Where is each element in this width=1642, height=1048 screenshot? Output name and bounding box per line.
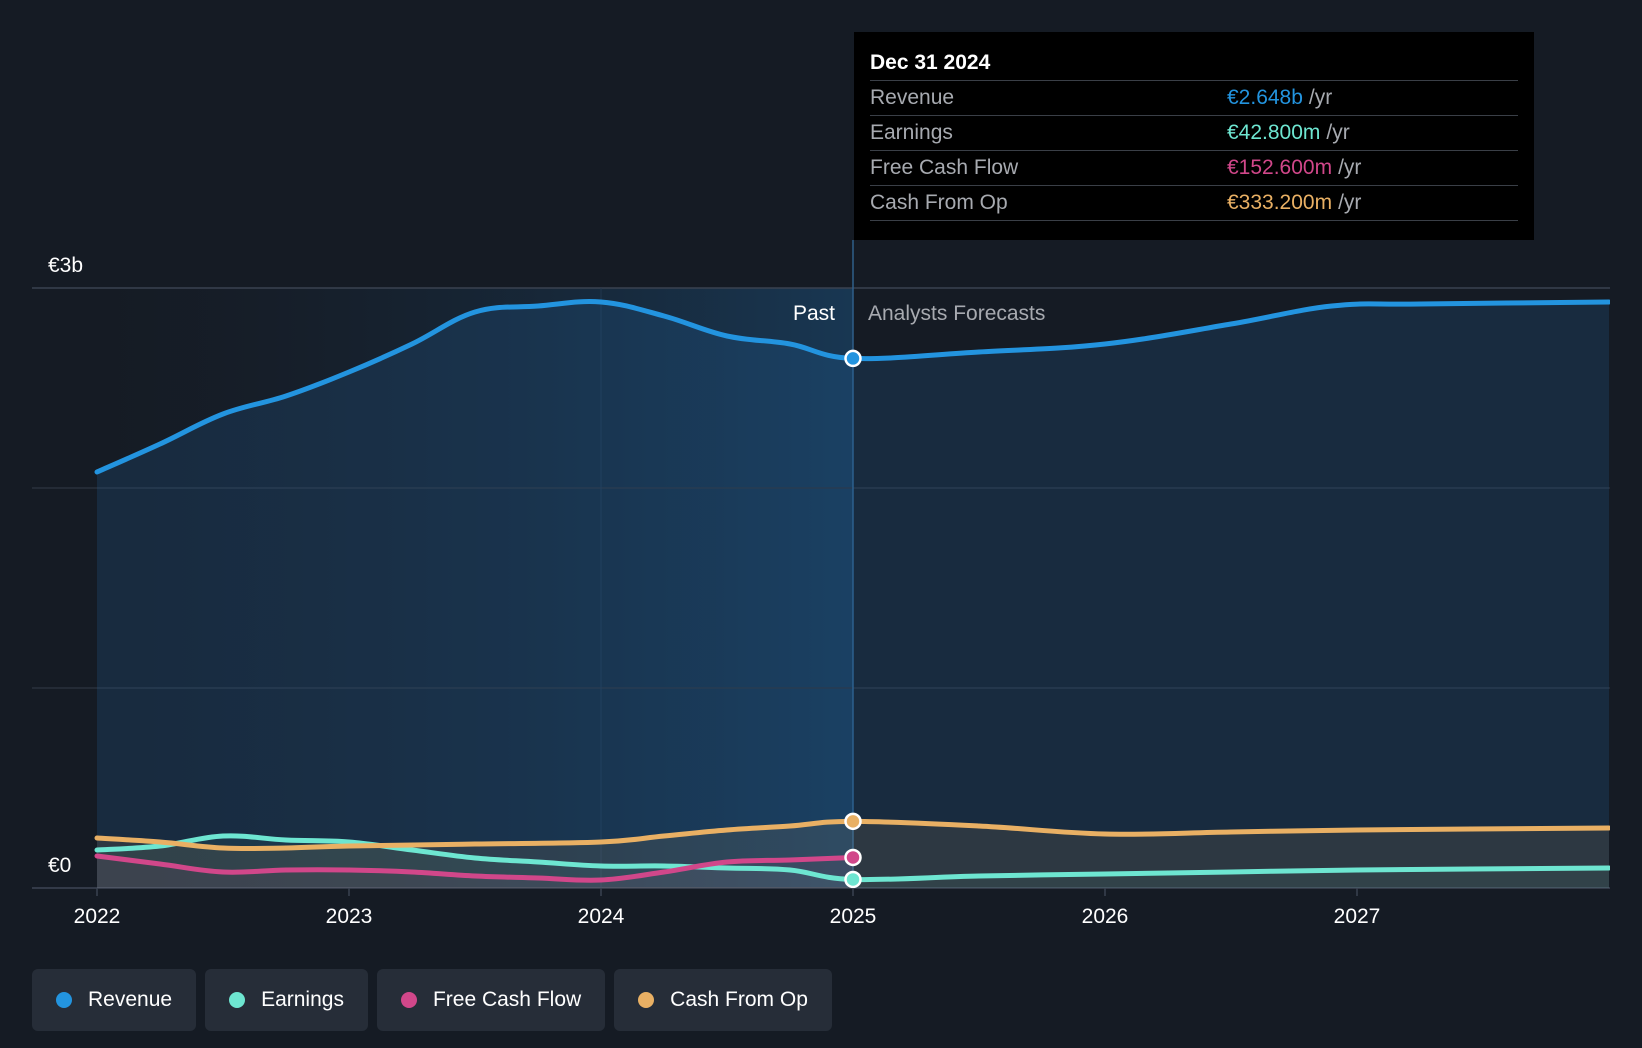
legend-item-free-cash-flow[interactable]: Free Cash Flow [376, 969, 606, 1031]
marker-cash-from-op[interactable] [844, 812, 862, 831]
tooltip-row-free-cash-flow: Free Cash Flow €152.600m /yr [870, 150, 1518, 185]
line-revenue [94, 299, 1610, 475]
area-revenue [97, 301, 1609, 889]
line-earnings [94, 833, 1610, 883]
tooltip-row-cash-from-op: Cash From Op €333.200m /yr [870, 185, 1518, 221]
tooltip-unit: /yr [1326, 121, 1350, 144]
y-label-top: €3b [48, 254, 83, 277]
legend-label: Free Cash Flow [432, 988, 582, 1011]
tooltip: Dec 31 2024 Revenue €2.648b /yr Earnings… [854, 32, 1534, 240]
x-tick-label: 2025 [830, 905, 877, 928]
past-label: Past [793, 302, 835, 325]
tooltip-unit: /yr [1308, 86, 1333, 109]
tooltip-row-revenue: Revenue €2.648b /yr [870, 80, 1518, 115]
tooltip-label: Free Cash Flow [870, 156, 1019, 179]
marker-free-cash-flow[interactable] [844, 848, 862, 867]
legend-dot-icon [229, 992, 246, 1008]
tooltip-label: Earnings [870, 121, 953, 144]
legend: Revenue Earnings Free Cash Flow Cash Fro… [32, 969, 832, 1031]
line-cash-from-op [94, 818, 1610, 852]
legend-item-earnings[interactable]: Earnings [205, 969, 368, 1031]
legend-label: Cash From Op [670, 988, 808, 1011]
legend-item-cash-from-op[interactable]: Cash From Op [614, 969, 832, 1031]
legend-label: Earnings [261, 988, 344, 1011]
chart-area: €3b €0 Past Analysts Forecasts 2022 2023 2… [32, 240, 1610, 928]
legend-dot-icon [56, 992, 72, 1008]
x-tick-label: 2023 [326, 905, 373, 928]
x-tick-label: 2026 [1082, 905, 1129, 928]
x-tick-label: 2027 [1334, 905, 1381, 928]
area-free-cash-flow [97, 856, 853, 888]
tooltip-value: €2.648b [1227, 86, 1303, 109]
tooltip-value: €152.600m [1227, 156, 1333, 179]
tooltip-row-earnings: Earnings €42.800m /yr [870, 115, 1518, 150]
forecast-label: Analysts Forecasts [868, 302, 1045, 325]
marker-earnings[interactable] [844, 870, 862, 889]
x-tick-label: 2024 [578, 905, 625, 928]
legend-label: Revenue [88, 988, 173, 1011]
y-label-bottom: €0 [48, 854, 71, 877]
tooltip-unit: /yr [1338, 156, 1362, 179]
marker-revenue[interactable] [844, 349, 862, 368]
tooltip-value: €333.200m [1227, 191, 1333, 214]
legend-dot-icon [400, 992, 417, 1008]
tooltip-label: Cash From Op [870, 191, 1008, 214]
tooltip-date: Dec 31 2024 [870, 51, 991, 74]
tooltip-unit: /yr [1338, 191, 1362, 214]
past-region-highlight [97, 288, 853, 888]
tooltip-label: Revenue [870, 86, 955, 109]
line-free-cash-flow [94, 853, 856, 883]
x-tick-label: 2022 [74, 905, 121, 928]
legend-item-revenue[interactable]: Revenue [32, 969, 197, 1031]
legend-dot-icon [638, 992, 655, 1008]
tooltip-value: €42.800m [1227, 121, 1321, 144]
